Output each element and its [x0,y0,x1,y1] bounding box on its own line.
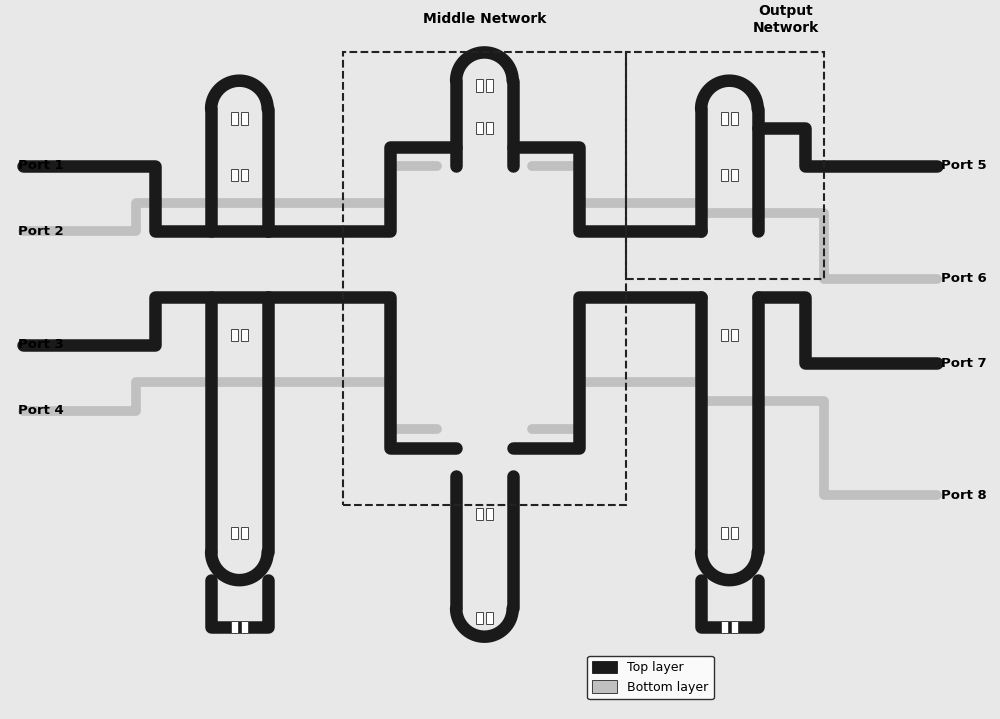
Text: Output
Network: Output Network [753,4,819,35]
Bar [721,527,728,539]
Bar [731,169,738,181]
Bar [486,79,493,91]
Bar [731,329,738,342]
Text: Middle Network: Middle Network [423,12,546,27]
Text: Port 4: Port 4 [18,404,64,417]
Bar [231,527,238,539]
Bar [241,169,248,181]
Text: Port 3: Port 3 [18,338,64,351]
Bar [721,112,728,124]
Text: Port 1: Port 1 [18,159,64,172]
Text: Port 2: Port 2 [18,225,64,238]
Bar [476,79,483,91]
Text: Port 6: Port 6 [941,272,987,285]
Bar [476,122,483,134]
Bar [731,621,738,633]
Bar [241,621,248,633]
Bar [721,169,728,181]
Bar [721,329,728,342]
Text: Port 5: Port 5 [941,159,987,172]
Text: Port 7: Port 7 [941,357,987,370]
Bar [476,612,483,624]
Bar [626,52,824,278]
Bar [231,621,238,633]
Bar [231,329,238,342]
Bar [486,612,493,624]
Bar [731,527,738,539]
Bar [486,508,493,521]
Bar [476,508,483,521]
Bar [241,329,248,342]
Bar [241,112,248,124]
Text: Port 8: Port 8 [941,489,987,502]
Bar [231,112,238,124]
Bar [486,122,493,134]
Bar [343,52,626,505]
Legend: Top layer, Bottom layer: Top layer, Bottom layer [587,656,714,699]
Bar [241,527,248,539]
Bar [731,112,738,124]
Bar [721,621,728,633]
Bar [231,169,238,181]
